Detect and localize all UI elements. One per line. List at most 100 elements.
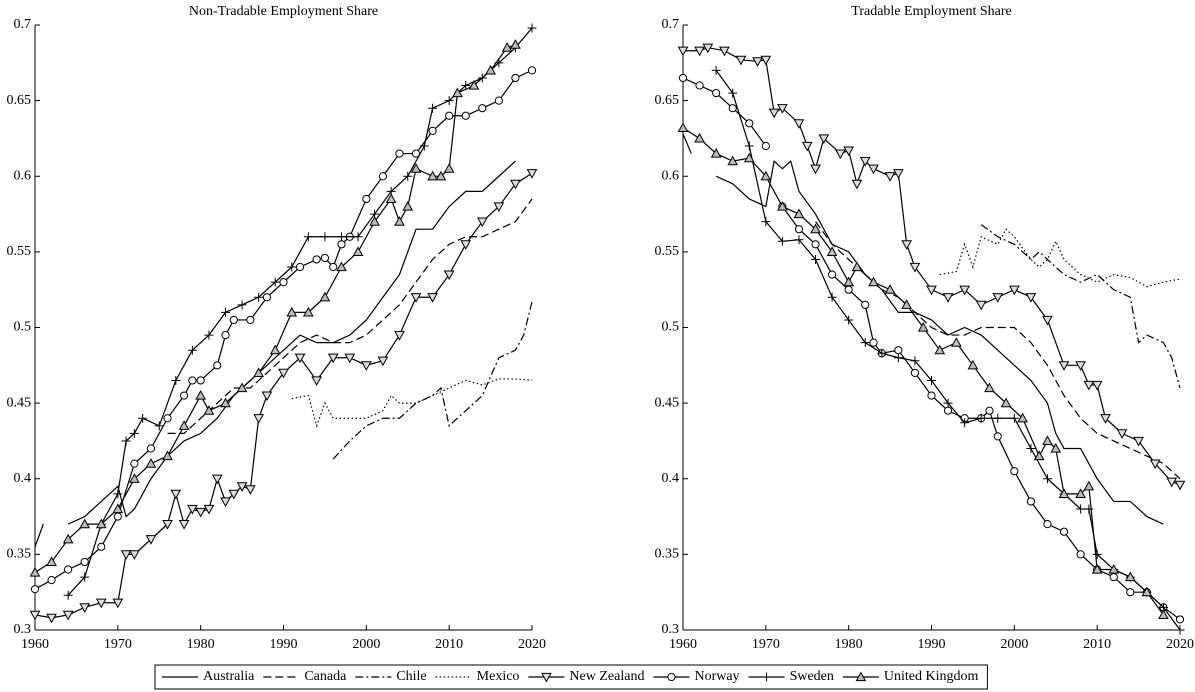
marker — [843, 146, 855, 157]
marker — [1000, 397, 1012, 408]
marker — [855, 671, 867, 682]
marker — [443, 163, 455, 173]
marker — [985, 406, 994, 415]
marker — [211, 474, 223, 485]
marker — [112, 598, 124, 609]
marker — [1166, 477, 1178, 488]
marker — [228, 489, 240, 500]
marker — [203, 504, 215, 515]
marker — [253, 367, 264, 377]
marker — [303, 232, 313, 242]
series-line — [34, 69, 533, 590]
marker — [362, 194, 371, 204]
legend-label: New Zealand — [569, 669, 644, 684]
marker — [712, 88, 721, 98]
marker — [478, 104, 487, 113]
marker — [427, 170, 438, 181]
marker — [735, 55, 747, 66]
marker — [395, 149, 404, 158]
y-tick-label: 0.35 — [655, 547, 680, 562]
marker — [319, 291, 331, 302]
marker — [777, 200, 788, 211]
marker — [851, 179, 863, 190]
marker — [1033, 450, 1045, 461]
marker — [926, 285, 937, 296]
y-tick-label: 0.6 — [662, 168, 680, 183]
series-line — [682, 133, 1164, 525]
marker — [901, 240, 912, 250]
marker — [1042, 315, 1053, 326]
marker — [794, 235, 804, 245]
marker — [951, 337, 962, 347]
marker — [79, 518, 91, 529]
marker — [279, 278, 288, 287]
marker — [1100, 414, 1111, 424]
marker — [1158, 609, 1169, 619]
marker — [63, 590, 73, 600]
marker — [777, 236, 787, 246]
chart-title: Non-Tradable Employment Share — [189, 4, 378, 19]
marker — [745, 119, 754, 128]
marker — [744, 141, 754, 151]
marker — [180, 391, 189, 400]
marker — [1091, 563, 1103, 574]
marker — [146, 444, 156, 453]
marker — [1083, 480, 1095, 491]
marker — [1042, 435, 1053, 446]
marker — [1009, 413, 1019, 423]
marker — [130, 459, 139, 468]
marker — [261, 391, 273, 402]
marker — [711, 65, 721, 75]
marker — [360, 361, 372, 371]
marker — [178, 520, 190, 530]
marker — [917, 321, 929, 332]
marker — [869, 338, 878, 347]
marker — [826, 246, 838, 256]
legend-label: Canada — [304, 669, 347, 684]
y-tick-label: 0.3 — [662, 622, 680, 637]
marker — [460, 240, 472, 250]
marker — [811, 254, 821, 264]
series-line — [715, 70, 1181, 631]
marker — [320, 232, 330, 242]
marker — [428, 126, 437, 135]
marker — [1109, 572, 1118, 582]
x-tick-label: 1960 — [21, 637, 49, 652]
marker — [64, 565, 73, 574]
marker — [1042, 474, 1052, 484]
x-tick-label: 1990 — [918, 637, 946, 652]
marker — [777, 104, 788, 114]
marker — [303, 306, 314, 317]
marker — [80, 557, 89, 567]
marker — [702, 43, 714, 54]
y-tick-label: 0.7 — [662, 17, 680, 32]
marker — [861, 300, 870, 309]
marker — [1092, 549, 1102, 559]
marker — [927, 391, 936, 400]
marker — [1043, 520, 1052, 529]
marker — [204, 330, 214, 340]
marker — [187, 504, 198, 515]
marker — [236, 482, 248, 492]
marker — [270, 277, 280, 287]
marker — [377, 356, 389, 367]
marker — [1076, 504, 1086, 514]
marker — [768, 108, 780, 119]
legend-label: Mexico — [477, 669, 520, 684]
marker — [893, 353, 903, 363]
marker — [667, 672, 676, 682]
legend-label: United Kingdom — [884, 669, 979, 684]
marker — [220, 497, 231, 507]
marker — [1091, 380, 1103, 391]
marker — [1025, 293, 1037, 303]
marker — [910, 368, 920, 377]
marker — [145, 535, 157, 545]
marker — [269, 344, 281, 355]
marker — [1026, 444, 1036, 453]
marker — [121, 436, 131, 446]
marker — [237, 300, 247, 310]
marker — [213, 361, 222, 370]
y-tick-label: 0.55 — [655, 244, 680, 259]
marker — [295, 262, 305, 272]
marker — [461, 81, 471, 90]
